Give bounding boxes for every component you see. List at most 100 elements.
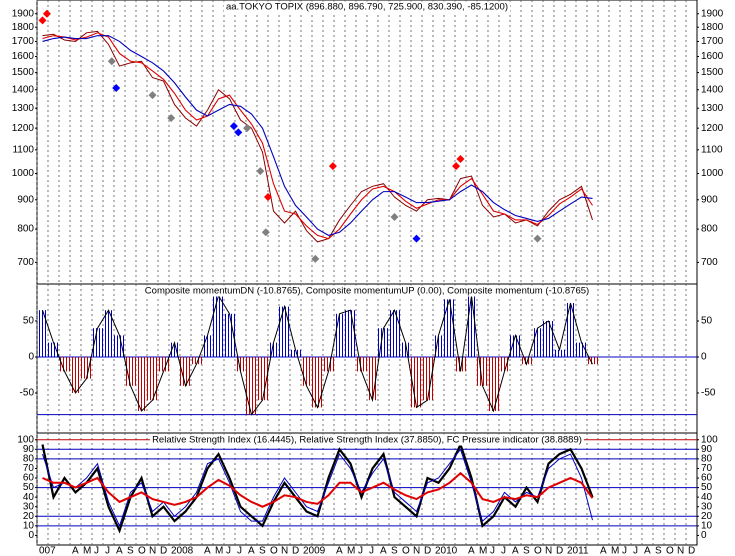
y-tick-label: -50 bbox=[20, 388, 35, 399]
momentum-bar bbox=[565, 303, 576, 357]
y-tick-label-right: 80 bbox=[701, 454, 713, 465]
y-tick-label-right: 1100 bbox=[701, 144, 723, 155]
signal-marker bbox=[261, 228, 270, 237]
x-tick-label: 2010 bbox=[435, 546, 458, 556]
momentum-bar bbox=[59, 357, 70, 372]
x-tick-label: J bbox=[490, 546, 495, 556]
x-tick-label: N bbox=[413, 546, 420, 556]
momentum-bar bbox=[37, 310, 48, 357]
x-tick-label: D bbox=[292, 546, 299, 556]
signal-marker bbox=[42, 9, 51, 18]
x-tick-label: 2008 bbox=[171, 546, 194, 556]
x-tick-label: A bbox=[600, 546, 607, 556]
y-tick-label: 50 bbox=[23, 316, 35, 327]
y-tick-label-right: 30 bbox=[701, 501, 713, 512]
momentum-bar bbox=[191, 357, 202, 365]
momentum-bar bbox=[378, 328, 389, 357]
signal-marker bbox=[533, 234, 542, 243]
y-tick-label-right: 100 bbox=[701, 434, 718, 445]
x-tick-label: A bbox=[336, 546, 343, 556]
series-line bbox=[42, 471, 594, 508]
momentum-bar bbox=[235, 357, 246, 372]
momentum-bar bbox=[587, 357, 598, 365]
momentum-bar bbox=[444, 299, 455, 357]
momentum-bar bbox=[323, 357, 334, 372]
momentum-bar bbox=[510, 335, 521, 357]
x-tick-label: D bbox=[556, 546, 563, 556]
y-tick-label: 80 bbox=[23, 454, 35, 465]
momentum-bar bbox=[356, 357, 367, 372]
y-tick-label-right: 700 bbox=[701, 257, 718, 268]
y-tick-label-right: 60 bbox=[701, 473, 713, 484]
x-tick-label: A bbox=[248, 546, 255, 556]
y-tick-label-right: 90 bbox=[701, 444, 713, 455]
y-tick-label: 1300 bbox=[12, 103, 35, 114]
momentum-bar bbox=[103, 310, 114, 357]
x-tick-label: N bbox=[677, 546, 684, 556]
momentum-bar bbox=[521, 357, 532, 365]
y-tick-label: 1600 bbox=[12, 51, 35, 62]
title-background bbox=[142, 285, 592, 297]
momentum-bar bbox=[202, 335, 213, 357]
y-tick-label: 0 bbox=[28, 530, 34, 541]
momentum-bar bbox=[92, 328, 103, 357]
x-tick-label: S bbox=[391, 546, 398, 556]
x-tick-label: M bbox=[215, 546, 223, 556]
momentum-bar bbox=[147, 357, 158, 401]
x-tick-label: O bbox=[138, 546, 146, 556]
x-tick-label: D bbox=[424, 546, 431, 556]
x-tick-label: N bbox=[281, 546, 288, 556]
momentum-bar bbox=[180, 357, 191, 386]
y-tick-label-right: 50 bbox=[701, 316, 713, 327]
x-tick-label: A bbox=[116, 546, 123, 556]
y-tick-label: 1500 bbox=[12, 67, 35, 78]
momentum-bar bbox=[554, 349, 565, 357]
x-tick-label: J bbox=[226, 546, 231, 556]
signal-marker bbox=[256, 167, 265, 176]
x-tick-label: A bbox=[512, 546, 519, 556]
x-tick-label: M bbox=[347, 546, 355, 556]
series-line bbox=[41, 441, 594, 534]
x-tick-label: J bbox=[94, 546, 99, 556]
y-tick-label-right: 1900 bbox=[701, 8, 724, 19]
x-tick-label: O bbox=[534, 546, 542, 556]
y-tick-label: 900 bbox=[17, 194, 34, 205]
y-tick-label: 50 bbox=[23, 482, 35, 493]
signal-marker bbox=[412, 234, 421, 243]
y-tick-label: 1100 bbox=[12, 144, 34, 155]
y-tick-label-right: 50 bbox=[701, 482, 713, 493]
momentum-bar bbox=[400, 342, 411, 357]
momentum-bar bbox=[169, 342, 180, 357]
momentum-bar bbox=[268, 342, 279, 357]
title-background bbox=[150, 434, 584, 446]
y-tick-label: 1200 bbox=[12, 123, 35, 134]
y-tick-label: 800 bbox=[17, 224, 34, 235]
x-tick-label: M bbox=[611, 546, 619, 556]
signal-marker bbox=[452, 162, 461, 171]
y-tick-label-right: 1200 bbox=[701, 123, 724, 134]
x-tick-label: O bbox=[270, 546, 278, 556]
y-tick-label-right: 1700 bbox=[701, 36, 724, 47]
x-tick-label: 007 bbox=[39, 546, 56, 556]
momentum-bar bbox=[257, 357, 268, 401]
signal-marker bbox=[107, 57, 116, 66]
x-tick-label: O bbox=[402, 546, 410, 556]
panel-title: Relative Strength Index (16.4445), Relat… bbox=[152, 435, 582, 446]
y-tick-label: 1700 bbox=[12, 36, 35, 47]
y-tick-label: 70 bbox=[23, 463, 35, 474]
y-tick-label: 1900 bbox=[12, 8, 35, 19]
y-tick-label-right: 10 bbox=[701, 521, 713, 532]
momentum-bar bbox=[543, 321, 554, 357]
signal-marker bbox=[234, 128, 243, 137]
momentum-bar bbox=[334, 313, 345, 357]
momentum-bar bbox=[433, 335, 444, 357]
momentum-bar bbox=[48, 342, 59, 357]
x-tick-label: D bbox=[160, 546, 167, 556]
x-tick-label: S bbox=[127, 546, 134, 556]
y-tick-label: 40 bbox=[23, 492, 35, 503]
momentum-outline bbox=[42, 294, 593, 416]
y-tick-label-right: -50 bbox=[701, 388, 716, 399]
x-tick-label: A bbox=[644, 546, 651, 556]
